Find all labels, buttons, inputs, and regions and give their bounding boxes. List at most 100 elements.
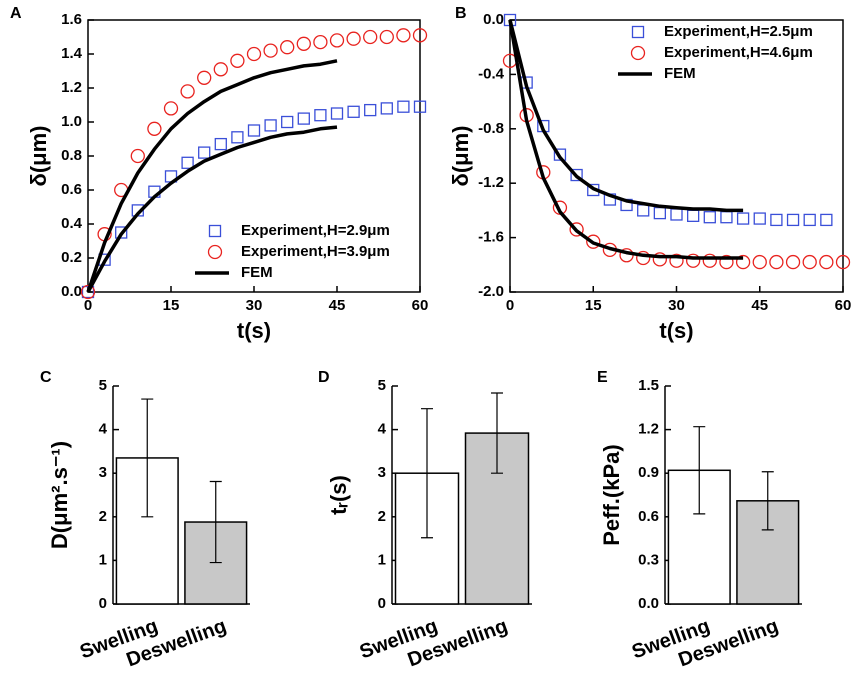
square-marker xyxy=(770,213,783,227)
square-marker xyxy=(703,211,716,224)
y-tick-label: 1 xyxy=(378,551,386,568)
error-bar xyxy=(761,471,774,531)
square-marker xyxy=(364,103,377,117)
circle-marker xyxy=(296,36,311,51)
y-axis-title: Peff.(kPa) xyxy=(599,444,624,545)
fem-line xyxy=(508,19,744,260)
x-axis-title: t(s) xyxy=(237,318,271,343)
y-tick-label: -0.8 xyxy=(478,120,504,137)
square-marker xyxy=(231,131,244,144)
circle-marker xyxy=(802,254,817,270)
square-marker xyxy=(786,213,800,227)
square-marker xyxy=(670,208,683,221)
square-marker xyxy=(820,213,833,227)
circle-marker xyxy=(652,252,667,267)
y-tick-label: 0.9 xyxy=(638,464,659,481)
square-marker xyxy=(397,100,410,113)
circle-marker xyxy=(686,253,701,268)
error-bar xyxy=(421,408,433,539)
circle-marker xyxy=(163,101,179,116)
circle-marker xyxy=(752,254,767,270)
error-bar xyxy=(693,426,706,515)
x-tick-label: 60 xyxy=(835,297,852,314)
y-tick-label: 1.2 xyxy=(638,421,659,438)
circle-marker xyxy=(246,46,262,62)
square-marker xyxy=(753,212,766,225)
y-axis-title: δ(μm) xyxy=(26,125,51,186)
y-tick-label: -1.6 xyxy=(478,229,504,246)
panel-label: E xyxy=(597,369,608,386)
y-tick-label: 5 xyxy=(99,377,107,394)
square-marker xyxy=(264,119,277,132)
y-tick-label: 1.2 xyxy=(61,79,82,96)
square-marker xyxy=(687,209,700,222)
square-marker xyxy=(553,148,567,161)
square-marker xyxy=(653,206,666,220)
square-marker xyxy=(81,285,95,299)
square-marker xyxy=(803,213,816,227)
x-tick-label: 15 xyxy=(163,297,180,314)
circle-marker xyxy=(636,250,651,266)
square-marker xyxy=(736,212,750,225)
circle-marker xyxy=(213,62,228,77)
panel-label: C xyxy=(40,369,52,386)
circle-marker xyxy=(130,148,145,164)
x-tick-label: 0 xyxy=(506,297,514,314)
legend-label: Experiment,H=2.5μm xyxy=(664,23,813,40)
y-tick-label: 0.8 xyxy=(61,147,82,164)
square-marker xyxy=(637,204,650,217)
square-marker xyxy=(181,156,194,169)
circle-marker xyxy=(719,254,734,270)
circle-marker xyxy=(230,53,245,68)
y-tick-label: 0.6 xyxy=(638,508,659,525)
square-marker xyxy=(631,25,645,39)
circle-marker xyxy=(735,254,751,270)
square-marker xyxy=(247,124,261,137)
circle-marker xyxy=(396,28,411,43)
legend-label: Experiment,H=3.9μm xyxy=(241,243,390,260)
circle-marker xyxy=(379,29,394,45)
square-marker xyxy=(115,226,128,239)
circle-marker xyxy=(280,40,295,55)
y-tick-label: 0.0 xyxy=(638,595,659,612)
y-tick-label: 1.0 xyxy=(61,113,82,130)
fem-line xyxy=(86,125,338,293)
legend-label: Experiment,H=2.9μm xyxy=(241,222,390,239)
y-tick-label: -2.0 xyxy=(478,283,504,300)
y-tick-label: 2 xyxy=(99,508,107,525)
x-tick-label: 45 xyxy=(751,297,768,314)
x-tick-label: 45 xyxy=(329,297,346,314)
fem-line xyxy=(86,59,338,293)
circle-marker xyxy=(263,43,278,58)
square-marker xyxy=(297,112,310,125)
x-tick-label: 15 xyxy=(585,297,602,314)
y-tick-label: 0.3 xyxy=(638,551,659,568)
y-tick-label: 0.0 xyxy=(61,283,82,300)
circle-marker xyxy=(669,253,684,268)
y-tick-label: -0.4 xyxy=(478,65,505,82)
circle-marker xyxy=(363,29,378,45)
square-marker xyxy=(198,146,211,159)
y-tick-label: 0.0 xyxy=(483,11,504,28)
square-marker xyxy=(720,211,733,224)
y-tick-label: 4 xyxy=(99,421,108,438)
square-marker xyxy=(314,109,327,122)
square-marker xyxy=(330,107,344,120)
error-bar xyxy=(141,398,154,518)
y-tick-label: 0.4 xyxy=(61,215,83,232)
square-marker xyxy=(380,102,393,115)
y-tick-label: 1 xyxy=(99,551,107,568)
square-marker xyxy=(413,100,427,113)
bar xyxy=(464,432,530,605)
y-axis-title: tᵣ(s) xyxy=(326,475,351,515)
square-marker xyxy=(208,224,222,238)
x-tick-label: 60 xyxy=(412,297,429,314)
y-tick-label: 0.6 xyxy=(61,181,82,198)
panel-label: B xyxy=(455,5,467,22)
y-tick-label: 3 xyxy=(99,464,107,481)
y-tick-label: 1.4 xyxy=(61,45,83,62)
circle-marker xyxy=(207,244,223,260)
panel-label: A xyxy=(10,5,22,22)
square-marker xyxy=(281,115,294,129)
